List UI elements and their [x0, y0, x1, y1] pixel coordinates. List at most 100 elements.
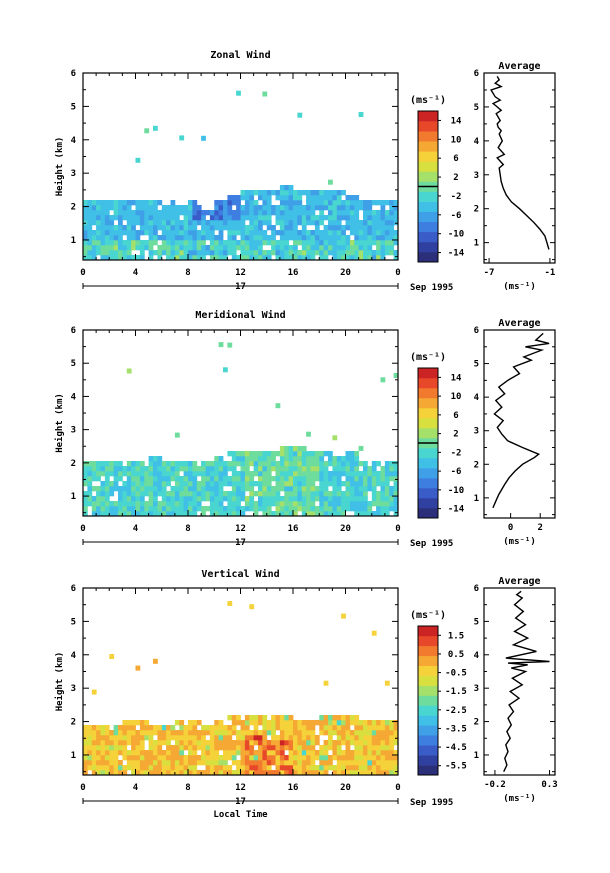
heatmap-cell	[223, 215, 228, 221]
heatmap-cell	[284, 730, 290, 736]
heatmap-cell	[166, 725, 171, 731]
heatmap-cell	[275, 215, 281, 221]
heatmap-cell	[284, 486, 290, 492]
heatmap-cell	[179, 740, 185, 746]
heatmap-cell	[253, 511, 259, 517]
heatmap-cell	[389, 250, 395, 256]
heatmap-cell	[118, 740, 123, 746]
heatmap-cell	[349, 245, 355, 251]
heatmap-cell	[139, 471, 145, 477]
heatmap-cell	[244, 745, 250, 751]
heatmap-cell	[209, 230, 215, 236]
heatmap-cell	[166, 235, 171, 241]
heatmap-cell	[341, 230, 346, 236]
colorbar-swatch	[418, 468, 438, 479]
heatmap-cell	[279, 735, 285, 741]
heatmap-cell	[284, 210, 290, 216]
heatmap-cell	[236, 491, 241, 497]
heatmap-cell	[236, 730, 241, 736]
heatmap-cell	[227, 750, 233, 756]
heatmap-cell	[214, 745, 220, 751]
heatmap-cell	[148, 750, 154, 756]
heatmap-cell	[240, 235, 246, 241]
heatmap-cell	[271, 456, 276, 462]
heatmap-cell	[332, 715, 338, 721]
heatmap-cell	[126, 245, 132, 251]
heatmap-cell	[135, 770, 141, 776]
heatmap-cell	[83, 481, 88, 487]
heatmap-cell	[174, 760, 180, 766]
heatmap-cell	[363, 755, 368, 761]
heatmap-cell	[328, 456, 333, 462]
heatmap-cell	[301, 496, 307, 502]
heatmap-cell	[209, 461, 215, 467]
heatmap-cell	[262, 220, 268, 226]
heatmap-cell	[262, 471, 268, 477]
heatmap-cell	[393, 240, 399, 246]
heatmap-cell	[336, 511, 342, 517]
heatmap-cell	[306, 230, 311, 236]
heatmap-cell	[170, 476, 176, 482]
heatmap-cell	[306, 190, 311, 196]
heatmap-cell	[192, 501, 198, 507]
heatmap-cell	[266, 745, 272, 751]
heatmap-cell	[293, 760, 298, 766]
heatmap-cell	[301, 451, 307, 457]
heatmap-cell	[227, 476, 233, 482]
heatmap-cell	[363, 220, 368, 226]
heatmap-cell	[297, 250, 303, 256]
heatmap-cell	[279, 476, 285, 482]
heatmap-cell	[104, 230, 110, 236]
panel-title: Meridional Wind	[195, 309, 285, 321]
heatmap-cell	[389, 506, 395, 512]
colorbar-unit: (ms⁻¹)	[410, 610, 446, 621]
heatmap-cell	[345, 725, 351, 731]
heatmap-cell	[240, 245, 246, 251]
profile-y-tick-label: 2	[474, 205, 479, 215]
heatmap-cell	[148, 735, 154, 741]
heatmap-cell	[179, 245, 185, 251]
heatmap-cell	[183, 730, 189, 736]
heatmap-cell	[240, 451, 246, 457]
heatmap-cell	[166, 755, 171, 761]
heatmap-cell	[231, 486, 237, 492]
heatmap-cell	[297, 240, 303, 246]
heatmap-cell	[157, 765, 163, 771]
heatmap-cell	[192, 476, 198, 482]
heatmap-cell	[179, 205, 185, 211]
heatmap-cell	[279, 740, 285, 746]
heatmap-cell	[262, 91, 268, 97]
heatmap-cell	[183, 740, 189, 746]
heatmap-cell	[174, 770, 180, 776]
heatmap-cell	[341, 501, 346, 507]
heatmap-cell	[104, 765, 110, 771]
heatmap-cell	[266, 506, 272, 512]
heatmap-cell	[310, 205, 316, 211]
heatmap-cell	[231, 461, 237, 467]
heatmap-cell	[244, 755, 250, 761]
heatmap-cell	[96, 486, 101, 492]
heatmap-cell	[122, 466, 128, 472]
heatmap-cell	[214, 740, 220, 746]
heatmap-cell	[174, 220, 180, 226]
heatmap-cell	[328, 735, 333, 741]
heatmap-cell	[376, 506, 381, 512]
heatmap-cell	[266, 730, 272, 736]
heatmap-cell	[104, 225, 110, 231]
heatmap-cell	[236, 481, 241, 487]
heatmap-cell	[253, 730, 259, 736]
heatmap-cell	[223, 755, 228, 761]
colorbar-swatch	[418, 171, 438, 182]
heatmap-cell	[284, 481, 290, 487]
heatmap-cell	[249, 735, 255, 741]
heatmap-cell	[249, 230, 255, 236]
heatmap-cell	[288, 486, 294, 492]
heatmap-cell	[297, 491, 303, 497]
heatmap-cell	[109, 750, 115, 756]
heatmap-cell	[323, 720, 329, 726]
heatmap-cell	[301, 501, 307, 507]
heatmap-cell	[188, 481, 193, 487]
heatmap-cell	[244, 205, 250, 211]
